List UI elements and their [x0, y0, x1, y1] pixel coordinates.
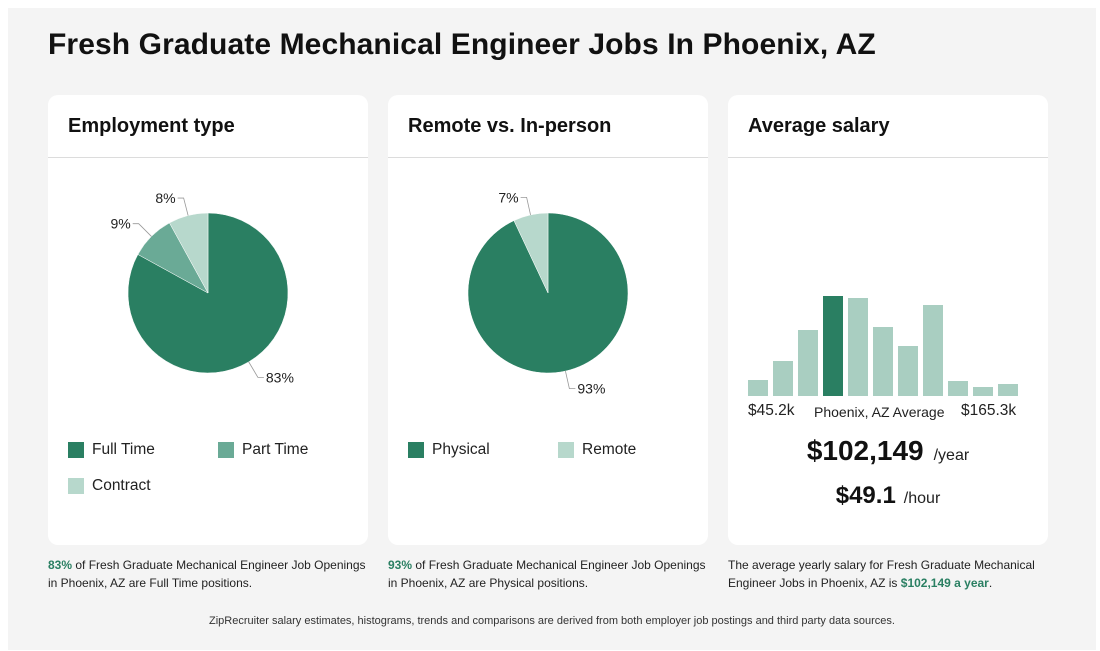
histogram-bar-average — [823, 296, 843, 396]
histogram-bar — [923, 305, 943, 396]
histogram-bar — [873, 327, 893, 396]
histogram-bar — [998, 384, 1018, 396]
histogram-bar — [898, 346, 918, 396]
legend-swatch-physical — [408, 442, 424, 458]
yearly-salary: $102,149/year — [728, 435, 1048, 467]
employment-type-title: Employment type — [68, 115, 235, 137]
remote-pie-chart: 93% 7% — [467, 189, 629, 397]
salary-caption-text: The average yearly salary for Fresh Grad… — [728, 558, 1035, 590]
card-divider — [48, 157, 368, 158]
remote-caption: 93% of Fresh Graduate Mechanical Enginee… — [388, 556, 714, 592]
employment-pie-chart: 83% 9% 8% — [110, 190, 294, 385]
yearly-salary-unit: /year — [933, 447, 970, 464]
footer-note: ZipRecruiter salary estimates, histogram… — [209, 615, 895, 627]
salary-caption-highlight: $102,149 a year — [900, 576, 989, 590]
remote-title: Remote vs. In-person — [408, 115, 612, 137]
salary-average-label: Phoenix, AZ Average — [814, 404, 945, 420]
histogram-bar — [948, 381, 968, 396]
legend-remote: Remote — [558, 441, 636, 459]
employment-caption: 83% of Fresh Graduate Mechanical Enginee… — [48, 556, 374, 592]
pie-leader-line — [520, 196, 531, 216]
legend-full-time: Full Time — [68, 441, 155, 459]
legend-label: Contract — [92, 477, 151, 494]
salary-card: Average salary $45.2k Phoenix, AZ Averag… — [728, 95, 1048, 545]
pie-label: 93% — [577, 381, 605, 397]
pie-slice-remote — [513, 212, 549, 294]
pie-leader-line — [248, 361, 264, 378]
pie-leader-line — [177, 197, 189, 216]
legend-part-time: Part Time — [218, 441, 308, 459]
legend-physical: Physical — [408, 441, 490, 459]
salary-min-label: $45.2k — [748, 402, 795, 419]
salary-title: Average salary — [748, 115, 890, 137]
hourly-salary-value: $49.1 — [835, 482, 896, 509]
remote-card: Remote vs. In-person 93% 7% Physical Remo… — [388, 95, 708, 545]
card-divider — [388, 157, 708, 158]
pie-label: 83% — [266, 369, 294, 385]
page-title: Fresh Graduate Mechanical Engineer Jobs … — [48, 28, 876, 61]
pie-label: 7% — [498, 189, 518, 205]
salary-caption: The average yearly salary for Fresh Grad… — [728, 556, 1048, 592]
histogram-bar — [748, 380, 768, 396]
hourly-salary-unit: /hour — [903, 490, 941, 507]
legend-swatch-part-time — [218, 442, 234, 458]
salary-max-label: $165.3k — [961, 402, 1017, 419]
pie-leader-line — [132, 223, 152, 237]
salary-caption-end: . — [988, 576, 993, 590]
histogram-bar — [773, 361, 793, 396]
histogram-bar — [973, 387, 993, 396]
salary-histogram — [748, 296, 1018, 396]
card-divider — [728, 157, 1048, 158]
legend-swatch-contract — [68, 478, 84, 494]
pie-label: 9% — [110, 216, 130, 232]
legend-label: Full Time — [92, 441, 155, 458]
pie-label: 8% — [155, 190, 175, 206]
legend-label: Physical — [432, 441, 490, 458]
legend-contract: Contract — [68, 477, 151, 495]
legend-label: Remote — [582, 441, 637, 458]
histogram-bar — [798, 330, 818, 396]
remote-caption-text: of Fresh Graduate Mechanical Engineer Jo… — [388, 558, 706, 590]
legend-swatch-full-time — [68, 442, 84, 458]
employment-caption-text: of Fresh Graduate Mechanical Engineer Jo… — [48, 558, 366, 590]
legend-label: Part Time — [242, 441, 309, 458]
pie-slice-contract — [169, 212, 209, 294]
employment-type-card: Employment type 83% 9% 8% Full Time Part T… — [48, 95, 368, 545]
employment-caption-pct: 83% — [48, 558, 73, 572]
legend-swatch-remote — [558, 442, 574, 458]
histogram-bar — [848, 298, 868, 396]
hourly-salary: $49.1/hour — [728, 482, 1048, 510]
remote-caption-pct: 93% — [388, 558, 413, 572]
page-frame: Fresh Graduate Mechanical Engineer Jobs … — [8, 8, 1096, 650]
pie-leader-line — [565, 370, 576, 390]
yearly-salary-value: $102,149 — [806, 435, 924, 466]
